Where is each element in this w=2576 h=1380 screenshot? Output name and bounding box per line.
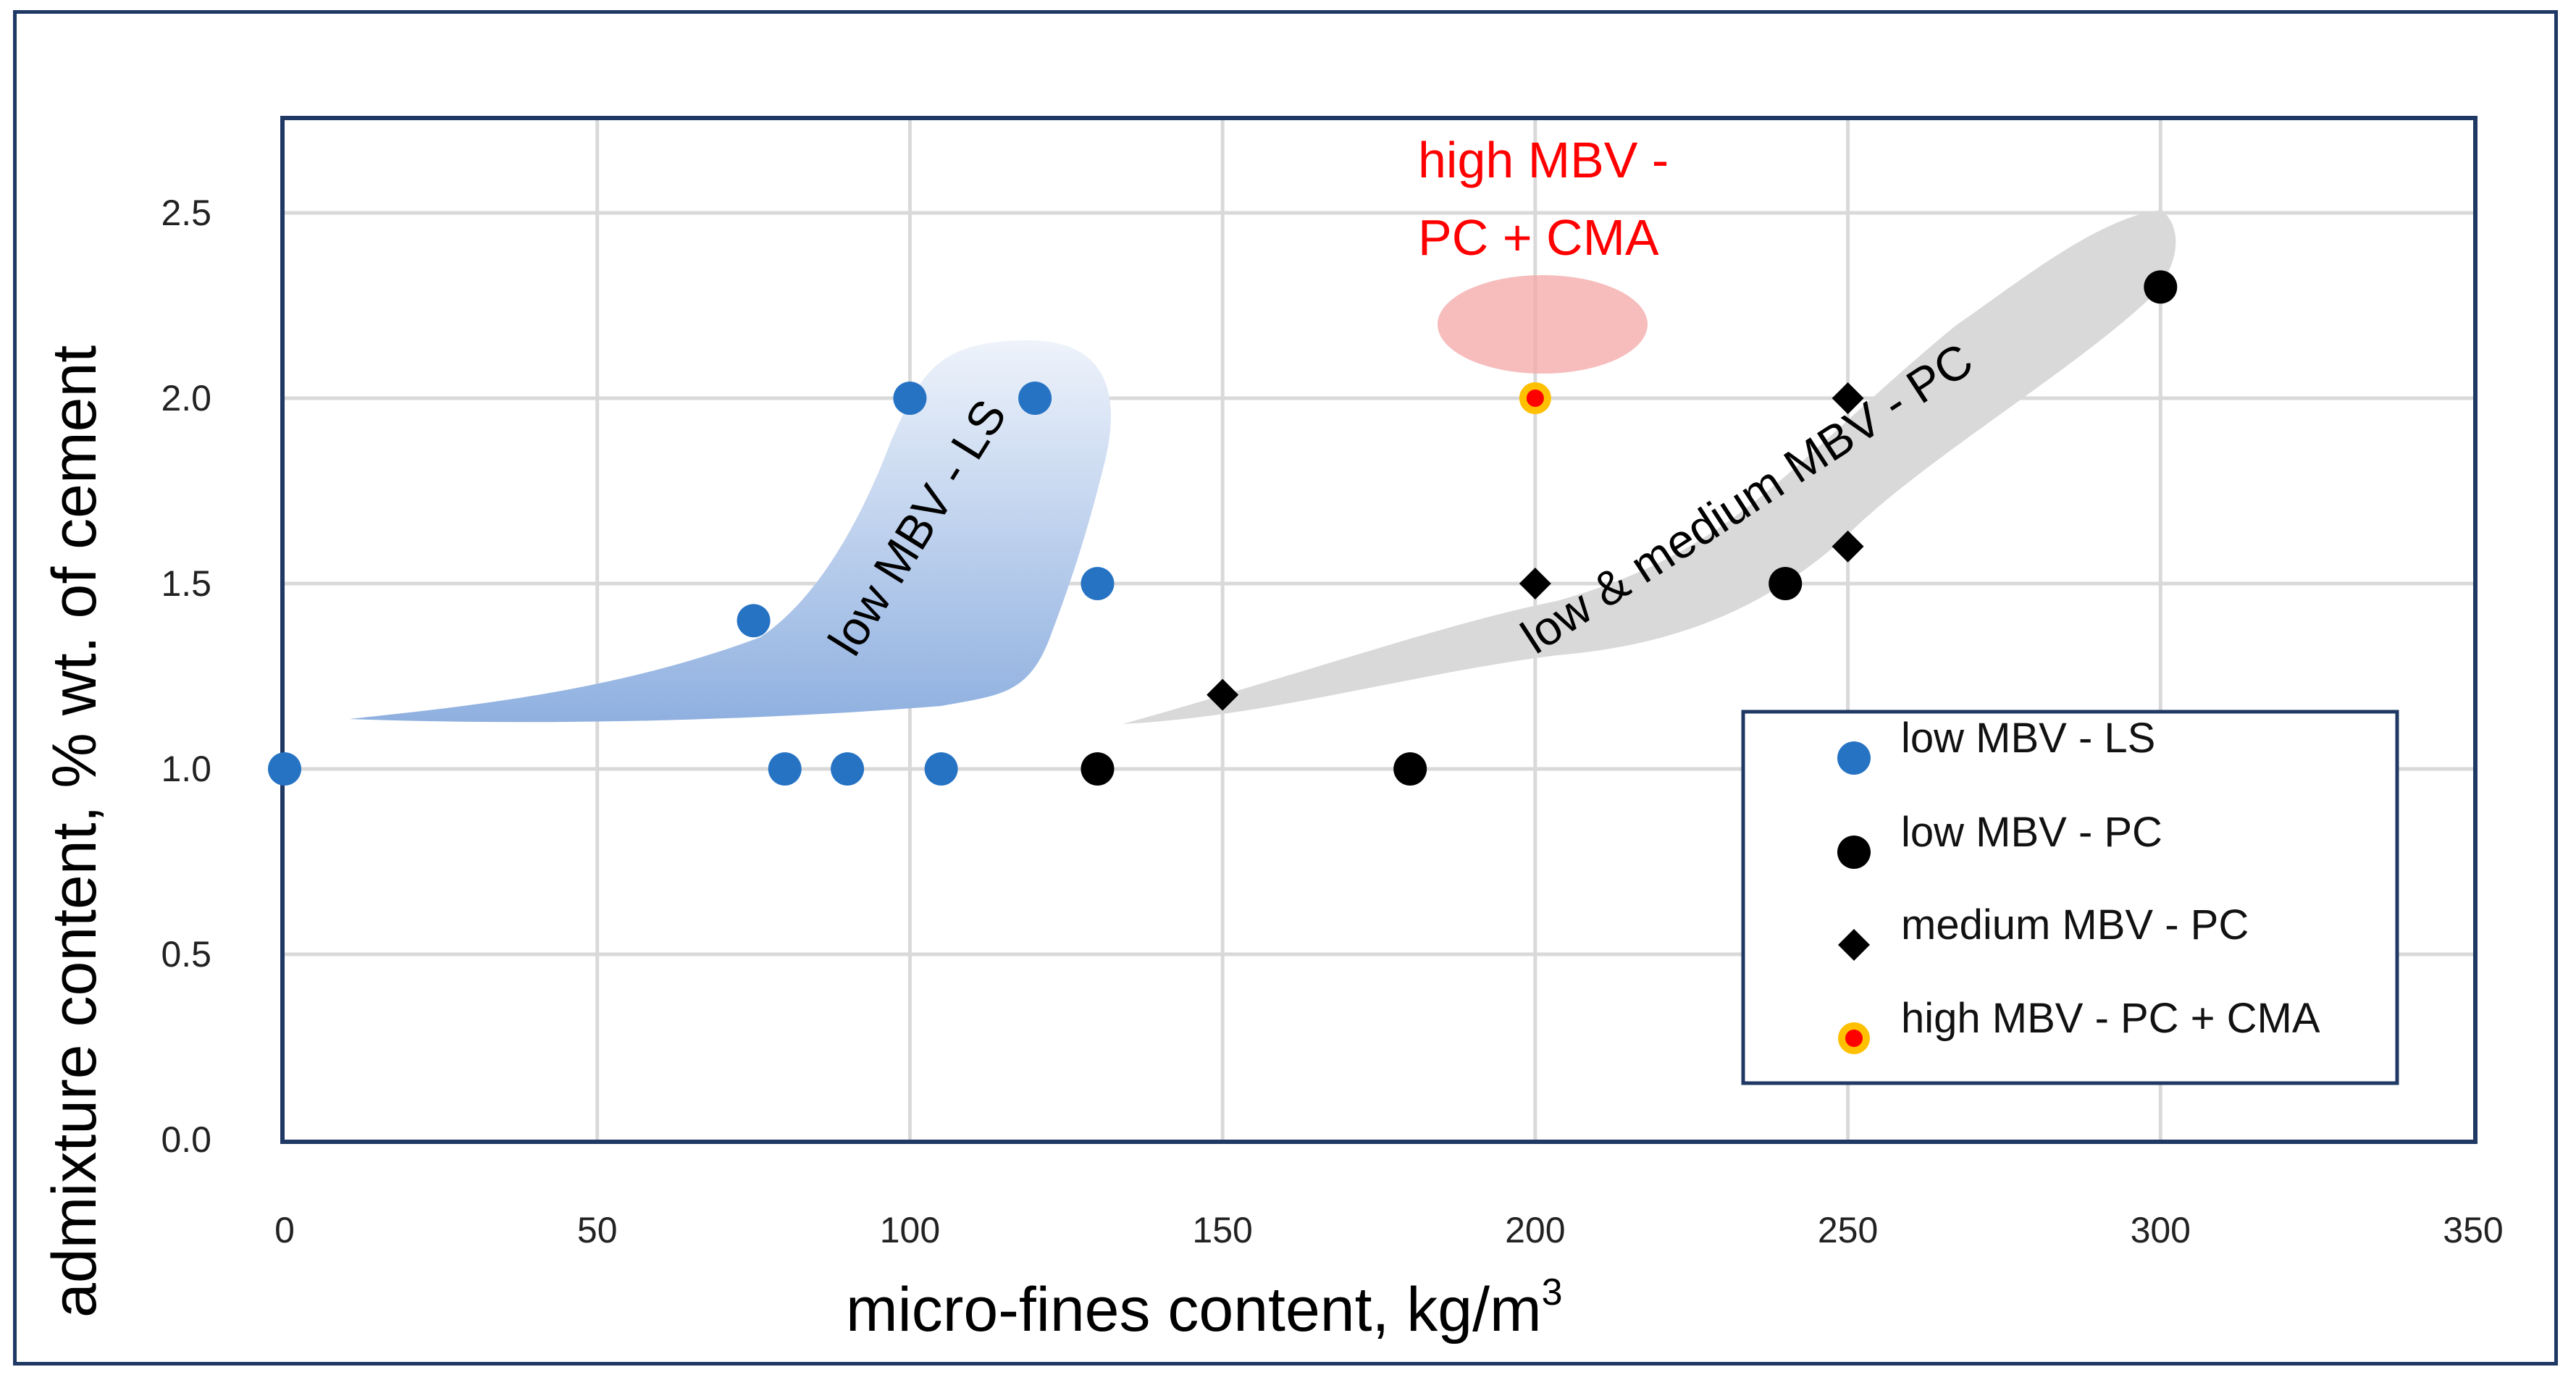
legend-marker-2	[1838, 929, 1870, 961]
point-series0-3	[831, 752, 865, 786]
point-series0-6	[1018, 382, 1052, 415]
high-mbv-region	[1438, 275, 1648, 374]
legend-label-1: low MBV - PC	[1901, 809, 2162, 856]
point-series0-2	[768, 752, 802, 786]
legend-marker-3-core	[1845, 1030, 1863, 1047]
x-tick-labels: 0 50 100 150 200 250 300 350	[274, 1210, 2504, 1250]
point-series0-1	[737, 604, 771, 638]
point-series0-7	[1081, 567, 1115, 600]
point-series2-2	[1832, 530, 1864, 563]
x-tick-label: 300	[2131, 1210, 2191, 1250]
y-tick-label: 1.5	[161, 563, 211, 604]
y-tick-label: 2.0	[161, 378, 211, 418]
point-series3-0-core	[1526, 390, 1544, 407]
x-tick-label: 150	[1192, 1210, 1252, 1250]
legend-label-3: high MBV - PC + CMA	[1901, 995, 2320, 1042]
high-mbv-annotation-line2: PC + CMA	[1418, 209, 1659, 266]
legend-label-0: low MBV - LS	[1901, 715, 2155, 762]
x-axis-title: micro-fines content, kg/m3	[846, 1271, 1563, 1345]
x-tick-label: 0	[274, 1210, 295, 1250]
pc-region-label: low & medium MBV - PC	[1511, 332, 1981, 664]
y-axis-title: admixture content, % wt. of cement	[40, 345, 109, 1318]
legend-marker-0	[1837, 741, 1871, 775]
legend: low MBV - LS low MBV - PC medium MBV - PC h…	[1837, 715, 2320, 1054]
point-series0-5	[924, 752, 958, 786]
point-series1-1	[1393, 752, 1427, 786]
point-series2-1	[1519, 568, 1551, 599]
x-tick-label: 200	[1505, 1210, 1565, 1250]
point-series2-3	[1832, 382, 1864, 414]
y-tick-label: 0.5	[161, 934, 211, 975]
x-tick-label: 350	[2443, 1210, 2503, 1250]
point-series1-3	[2144, 270, 2178, 304]
y-tick-label: 1.0	[161, 749, 211, 789]
data-points	[268, 270, 2178, 786]
x-tick-label: 50	[577, 1210, 618, 1250]
y-tick-label: 2.5	[161, 193, 211, 233]
point-series0-4	[893, 382, 927, 415]
plot-area-border	[280, 116, 2478, 1144]
point-series2-0	[1207, 678, 1239, 711]
x-tick-label: 250	[1818, 1210, 1878, 1250]
x-tick-label: 100	[880, 1210, 940, 1250]
y-tick-labels: 0.0 0.5 1.0 1.5 2.0 2.5	[161, 193, 211, 1160]
point-series1-2	[1769, 567, 1803, 600]
point-series1-0	[1081, 752, 1115, 786]
y-tick-label: 0.0	[161, 1119, 211, 1160]
legend-label-2: medium MBV - PC	[1901, 901, 2249, 948]
high-mbv-annotation-line1: high MBV -	[1418, 132, 1669, 188]
point-series0-0	[268, 752, 301, 786]
pc-region-shape	[1123, 210, 2176, 724]
legend-marker-1	[1837, 836, 1871, 869]
ls-region-shape	[349, 340, 1111, 723]
